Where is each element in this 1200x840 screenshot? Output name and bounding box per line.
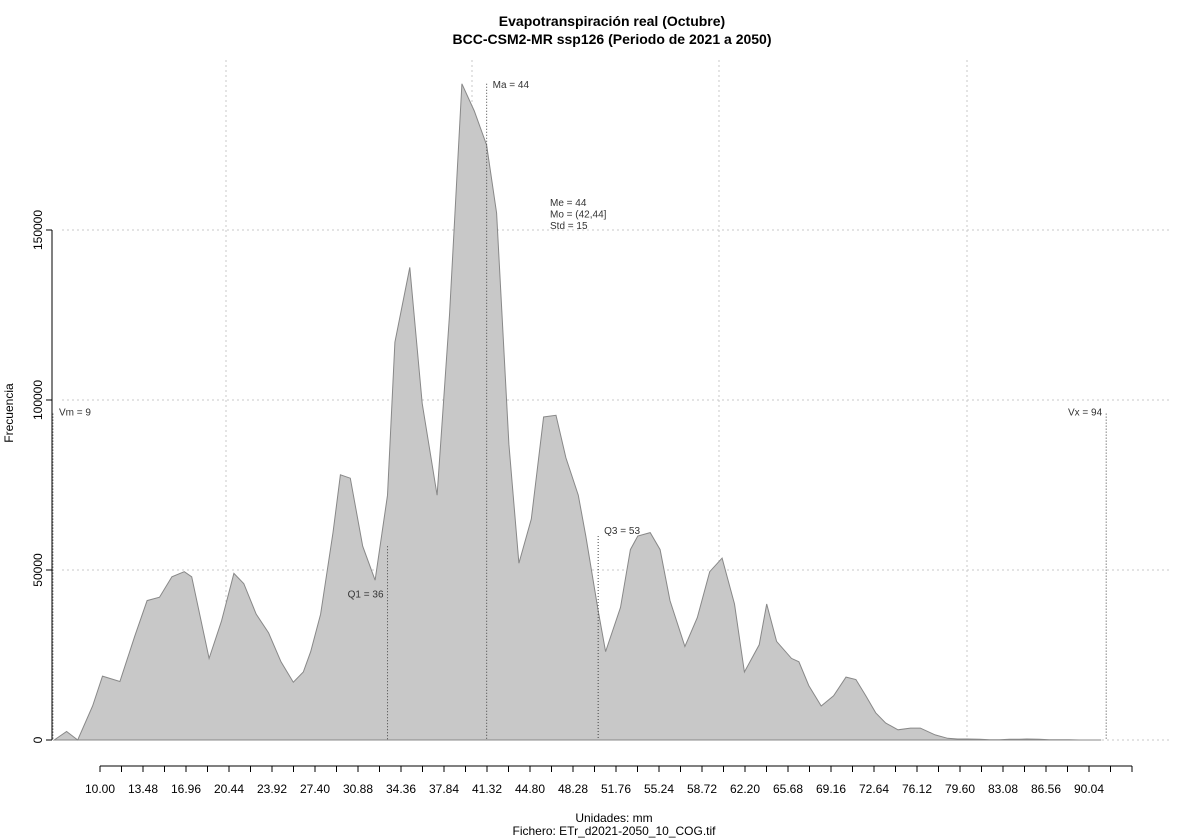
x-tick-label: 55.24 <box>644 782 674 796</box>
y-axis: 0 50000 100000 150000 <box>31 210 53 743</box>
x-tick-label: 62.20 <box>730 782 760 796</box>
x-tick-label: 51.76 <box>601 782 631 796</box>
x-tick-label: 23.92 <box>257 782 287 796</box>
x-tick-label: 69.16 <box>816 782 846 796</box>
x-tick-label: 76.12 <box>902 782 932 796</box>
x-tick-label: 83.08 <box>988 782 1018 796</box>
x-tick-label: 10.00 <box>85 782 115 796</box>
x-tick-label: 37.84 <box>429 782 459 796</box>
stat-text-2: Std = 15 <box>550 221 588 232</box>
x-tick-label: 16.96 <box>171 782 201 796</box>
frequency-area-path <box>52 83 1102 741</box>
stat-label-4: Vx = 94 <box>1068 408 1103 419</box>
x-tick-label: 79.60 <box>945 782 975 796</box>
stat-lines <box>52 83 1107 740</box>
y-tick-label: 50000 <box>31 553 45 587</box>
x-tick-label: 72.64 <box>859 782 889 796</box>
y-tick-label: 0 <box>31 736 45 743</box>
stat-annotations: Vm = 9 Q1 = 36 Ma = 44 Q3 = 53 Vx = 94 Me = 4… <box>59 80 1103 601</box>
stat-label-2: Ma = 44 <box>493 80 530 91</box>
stat-text-1: Mo = (42,44] <box>550 210 607 221</box>
x-tick-label: 44.80 <box>515 782 545 796</box>
y-tick-label: 150000 <box>31 210 45 250</box>
stat-label-1: Q1 = 36 <box>348 590 384 601</box>
x-axis: 10.00 13.48 16.96 20.44 23.92 27.40 30.88 34.36… <box>85 765 1133 796</box>
x-tick-label: 30.88 <box>343 782 373 796</box>
frequency-area <box>52 83 1102 741</box>
x-tick-label: 65.68 <box>773 782 803 796</box>
x-tick-label: 13.48 <box>128 782 158 796</box>
x-tick-label: 48.28 <box>558 782 588 796</box>
x-tick-label: 58.72 <box>687 782 717 796</box>
x-tick-label: 41.32 <box>472 782 502 796</box>
chart-subtitle: BCC-CSM2-MR ssp126 (Periodo de 2021 a 20… <box>453 31 772 47</box>
x-tick-label: 86.56 <box>1031 782 1061 796</box>
y-axis-label: Frecuencia <box>2 383 16 443</box>
stat-label-0: Vm = 9 <box>59 408 91 419</box>
x-tick-label: 34.36 <box>386 782 416 796</box>
x-axis-label: Unidades: mm <box>575 811 652 825</box>
file-label: Fichero: ETr_d2021-2050_10_COG.tif <box>513 824 717 838</box>
x-tick-label: 27.40 <box>300 782 330 796</box>
stat-text-0: Me = 44 <box>550 198 587 209</box>
x-tick-label: 90.04 <box>1074 782 1104 796</box>
y-tick-label: 100000 <box>31 380 45 420</box>
x-tick-label: 20.44 <box>214 782 244 796</box>
chart-title: Evapotranspiración real (Octubre) <box>499 13 725 29</box>
stat-label-3: Q3 = 53 <box>604 526 640 537</box>
